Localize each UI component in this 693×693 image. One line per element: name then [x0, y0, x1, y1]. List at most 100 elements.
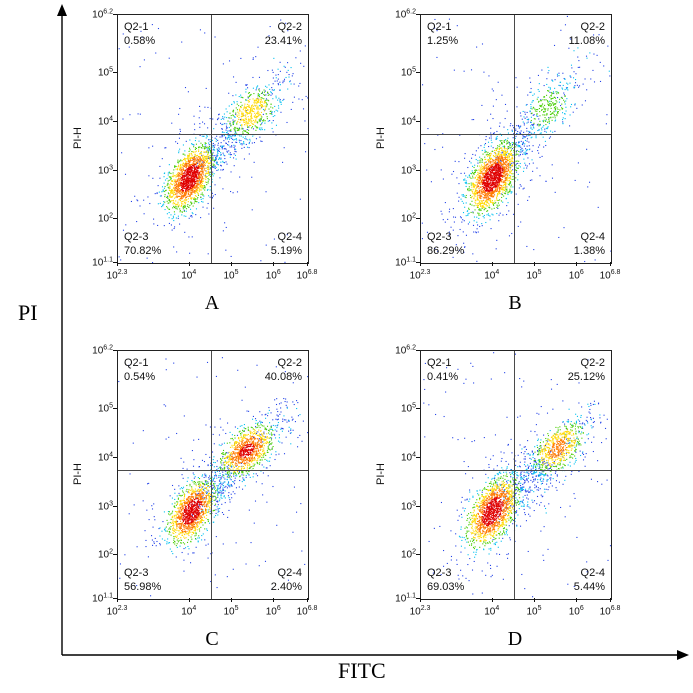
quadrant-name: Q2-2	[277, 21, 302, 33]
log-exponent: 6.2	[103, 344, 113, 352]
y-tick-mark	[416, 456, 420, 458]
y-tick-label: 101.1	[389, 255, 416, 268]
quadrant-name: Q2-3	[427, 567, 452, 579]
y-tick-label: 103	[86, 499, 113, 512]
x-tick-label: 104	[174, 268, 204, 281]
log-exponent: 5	[109, 66, 113, 74]
quadrant-name: Q2-2	[580, 21, 605, 33]
x-tick-label: 106	[561, 604, 591, 617]
quadrant-percentage: 56.98%	[124, 581, 162, 593]
panel-y-axis-title: PI-H	[72, 463, 84, 485]
plot-area-B: Q2-1 1.25% Q2-2 11.08% Q2-3 86.29% Q2-4 1.38%	[420, 14, 612, 264]
x-tick-mark	[117, 598, 118, 602]
log-base: 10	[181, 606, 193, 618]
y-tick-mark	[416, 408, 420, 410]
gate-line-horizontal	[421, 134, 611, 136]
log-exponent: 1.1	[103, 592, 113, 600]
x-tick-label: 106.8	[595, 604, 625, 617]
x-tick-label: 106	[258, 604, 288, 617]
log-exponent: 3	[109, 163, 113, 171]
quadrant-percentage: 0.41%	[427, 371, 459, 383]
log-exponent: 2	[109, 212, 113, 220]
log-base: 10	[400, 404, 413, 416]
log-base: 10	[409, 606, 421, 618]
y-tick-label: 102	[389, 548, 416, 561]
x-tick-mark	[231, 598, 232, 602]
quadrant-percentage: 2.40%	[270, 581, 302, 593]
y-tick-label: 106.2	[86, 343, 113, 356]
log-base: 10	[400, 68, 413, 80]
x-tick-mark	[534, 598, 535, 602]
log-exponent: 4	[495, 605, 500, 612]
y-tick-mark	[416, 169, 420, 171]
y-tick-label: 105	[86, 66, 113, 79]
log-base: 10	[106, 606, 118, 618]
panel-letter: B	[508, 292, 522, 314]
log-exponent: 4	[412, 451, 416, 459]
y-tick-mark	[416, 14, 420, 15]
x-tick-label: 102.3	[102, 268, 132, 281]
y-tick-mark	[416, 120, 420, 122]
gate-line-vertical	[513, 15, 515, 263]
y-tick-label: 106.2	[86, 7, 113, 20]
quadrant-label-Q2-3: Q2-3 69.03%	[427, 566, 464, 594]
x-tick-mark	[273, 262, 275, 266]
log-base: 10	[181, 270, 193, 282]
quadrant-percentage: 23.41%	[264, 35, 302, 47]
log-base: 10	[97, 165, 110, 177]
y-tick-label: 103	[86, 163, 113, 176]
log-base: 10	[484, 270, 496, 282]
gate-line-horizontal	[421, 470, 611, 472]
panel-letter: D	[507, 628, 523, 650]
quadrant-name: Q2-4	[580, 231, 605, 243]
quadrant-percentage: 1.25%	[427, 35, 459, 47]
log-base: 10	[97, 404, 110, 416]
log-exponent: 4	[192, 269, 197, 276]
x-tick-mark	[610, 262, 611, 266]
y-tick-label: 101.1	[389, 591, 416, 604]
x-tick-mark	[231, 262, 232, 266]
plot-area-A: Q2-1 0.58% Q2-2 23.41% Q2-3 70.82% Q2-4 5.19%	[117, 14, 309, 264]
outer-y-axis-label: PI	[18, 300, 38, 325]
quadrant-percentage: 0.58%	[124, 35, 156, 47]
log-base: 10	[97, 549, 110, 561]
x-tick-label: 105	[216, 268, 246, 281]
panel-y-axis-title: PI-H	[72, 127, 84, 149]
x-tick-label: 106.8	[595, 268, 625, 281]
x-tick-label: 102.3	[405, 604, 435, 617]
x-tick-label: 106	[561, 268, 591, 281]
scatter-canvas-D	[421, 351, 611, 599]
log-base: 10	[400, 549, 413, 561]
y-tick-mark	[416, 505, 420, 507]
y-tick-mark	[113, 554, 117, 556]
log-base: 10	[599, 270, 611, 282]
x-tick-label: 106	[258, 268, 288, 281]
x-tick-label: 104	[174, 604, 204, 617]
log-exponent: 3	[412, 163, 416, 171]
x-tick-label: 106.8	[292, 604, 322, 617]
y-tick-label: 104	[86, 450, 113, 463]
y-tick-mark	[416, 554, 420, 556]
quadrant-percentage: 25.12%	[567, 371, 605, 383]
y-tick-label: 105	[389, 402, 416, 415]
log-base: 10	[526, 606, 538, 618]
y-tick-mark	[113, 505, 117, 507]
y-tick-label: 103	[389, 499, 416, 512]
gate-line-vertical	[210, 15, 212, 263]
log-base: 10	[223, 606, 235, 618]
log-exponent: 3	[412, 499, 416, 507]
y-tick-label: 103	[389, 163, 416, 176]
x-tick-mark	[576, 262, 578, 266]
panel-letter: C	[205, 628, 219, 650]
quadrant-label-Q2-4: Q2-4 5.19%	[271, 230, 302, 258]
x-tick-mark	[534, 262, 535, 266]
x-tick-mark	[491, 598, 493, 602]
log-exponent: 6.2	[103, 8, 113, 16]
log-base: 10	[400, 165, 413, 177]
log-base: 10	[296, 270, 308, 282]
log-base: 10	[97, 501, 110, 513]
quadrant-name: Q2-4	[277, 231, 302, 243]
log-base: 10	[400, 213, 413, 225]
x-tick-mark	[610, 598, 611, 602]
quadrant-name: Q2-1	[124, 357, 149, 369]
